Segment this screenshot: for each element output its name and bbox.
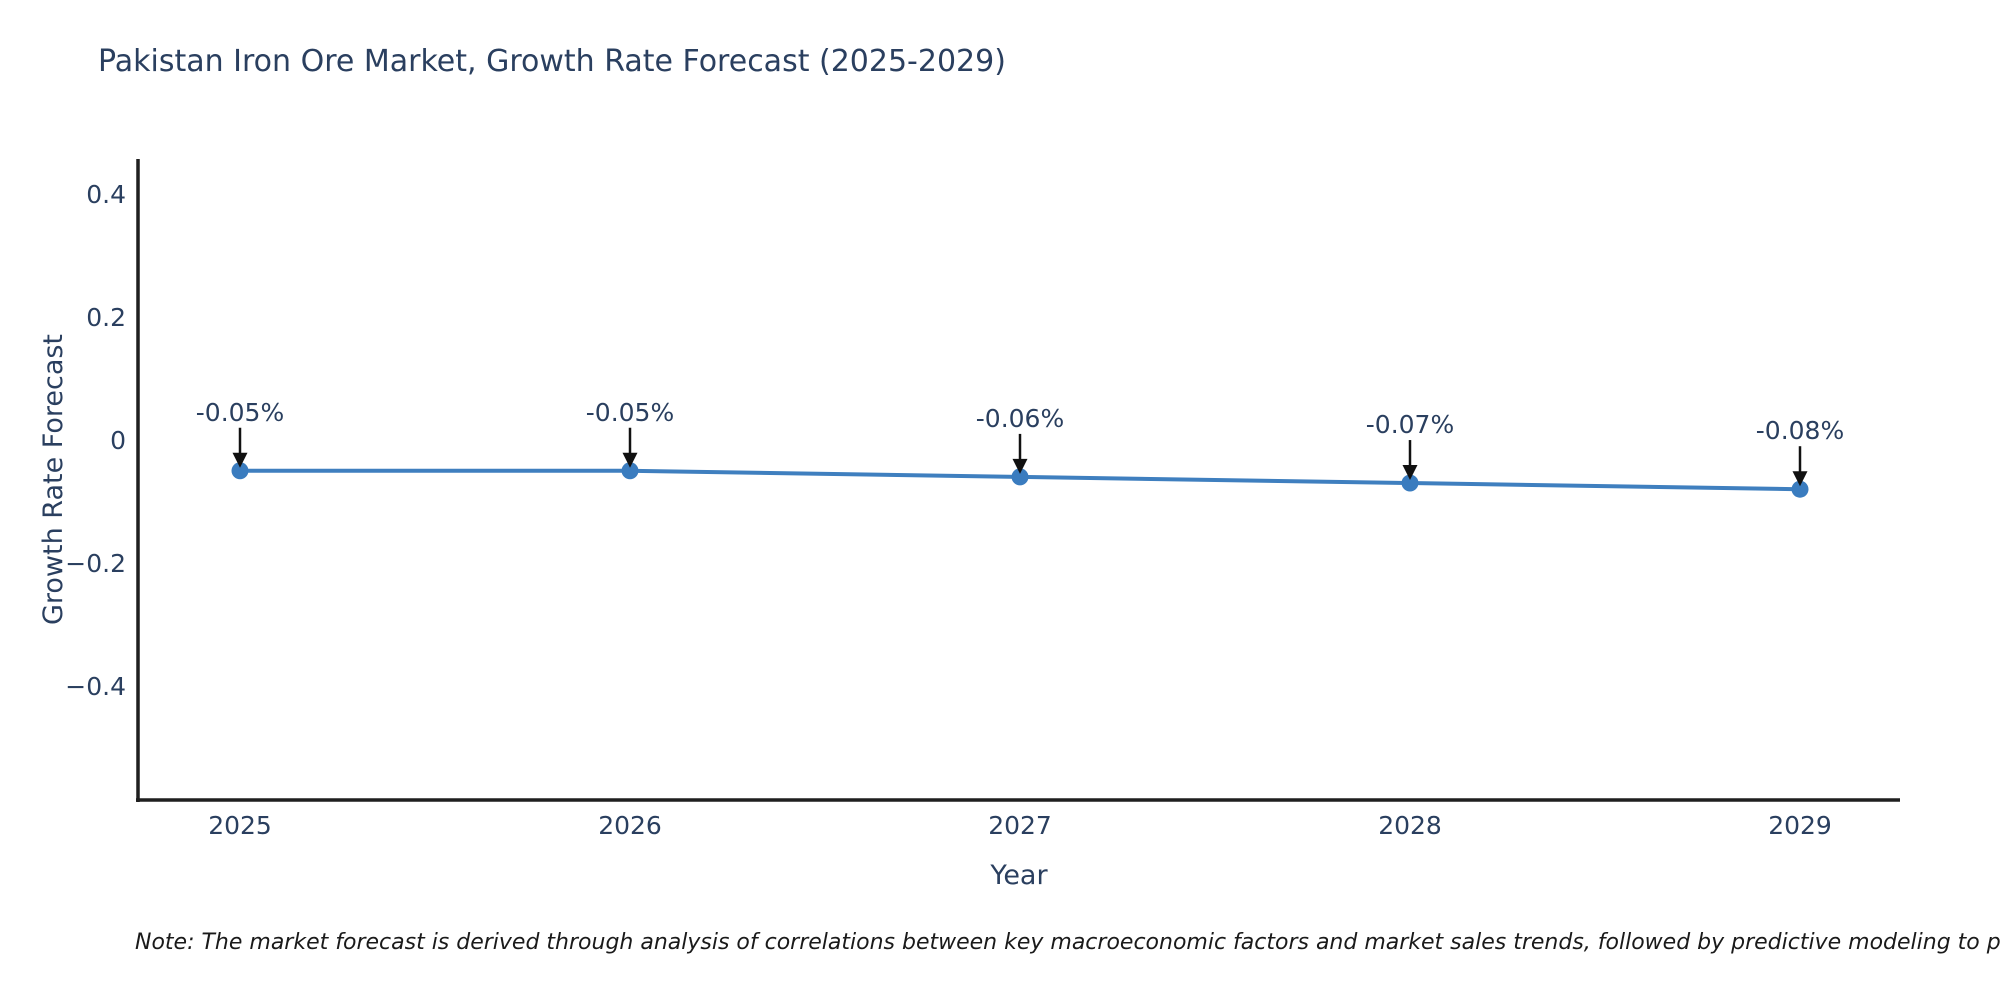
x-tick-label: 2026 <box>598 811 662 840</box>
point-annotations: -0.05% -0.05% -0.06% -0.07% -0.08% <box>196 398 1844 487</box>
annotation-arrowhead <box>1012 458 1028 474</box>
x-tick-label: 2029 <box>1768 811 1832 840</box>
y-tick-label: 0.4 <box>86 180 126 209</box>
annotation-label: -0.07% <box>1366 410 1454 439</box>
y-axis-title: Growth Rate Forecast <box>38 334 69 625</box>
data-point-marker[interactable] <box>1401 474 1419 492</box>
annotation-arrowhead <box>1792 471 1808 487</box>
data-point-marker[interactable] <box>1011 468 1029 486</box>
data-point-marker[interactable] <box>1791 480 1809 498</box>
annotation-label: -0.05% <box>196 398 284 427</box>
axis-titles: Year Growth Rate Forecast <box>38 334 1048 891</box>
annotation-label: -0.08% <box>1756 416 1844 445</box>
y-tick-label: −0.4 <box>65 672 126 701</box>
axes <box>136 159 1900 802</box>
chart-title: Pakistan Iron Ore Market, Growth Rate Fo… <box>98 44 1006 79</box>
annotation-label: -0.05% <box>586 398 674 427</box>
x-tick-label: 2025 <box>208 811 272 840</box>
x-axis-title: Year <box>989 860 1048 891</box>
data-point-marker[interactable] <box>621 462 639 480</box>
y-tick-label: −0.2 <box>65 549 126 578</box>
y-axis-tick-labels: 0.4 0.2 0 −0.2 −0.4 <box>65 180 126 701</box>
x-tick-label: 2027 <box>988 811 1052 840</box>
annotation-arrowhead <box>1402 465 1418 481</box>
annotation-arrowhead <box>622 452 638 468</box>
x-axis-tick-labels: 2025 2026 2027 2028 2029 <box>208 811 1832 840</box>
annotation-label: -0.06% <box>976 404 1064 433</box>
footnote: Note: The market forecast is derived thr… <box>135 930 2000 955</box>
y-tick-label: 0 <box>110 426 126 455</box>
annotation-arrowhead <box>232 452 248 468</box>
x-tick-label: 2028 <box>1378 811 1442 840</box>
y-tick-label: 0.2 <box>86 303 126 332</box>
data-point-marker[interactable] <box>231 462 249 480</box>
line-series <box>231 462 1809 498</box>
